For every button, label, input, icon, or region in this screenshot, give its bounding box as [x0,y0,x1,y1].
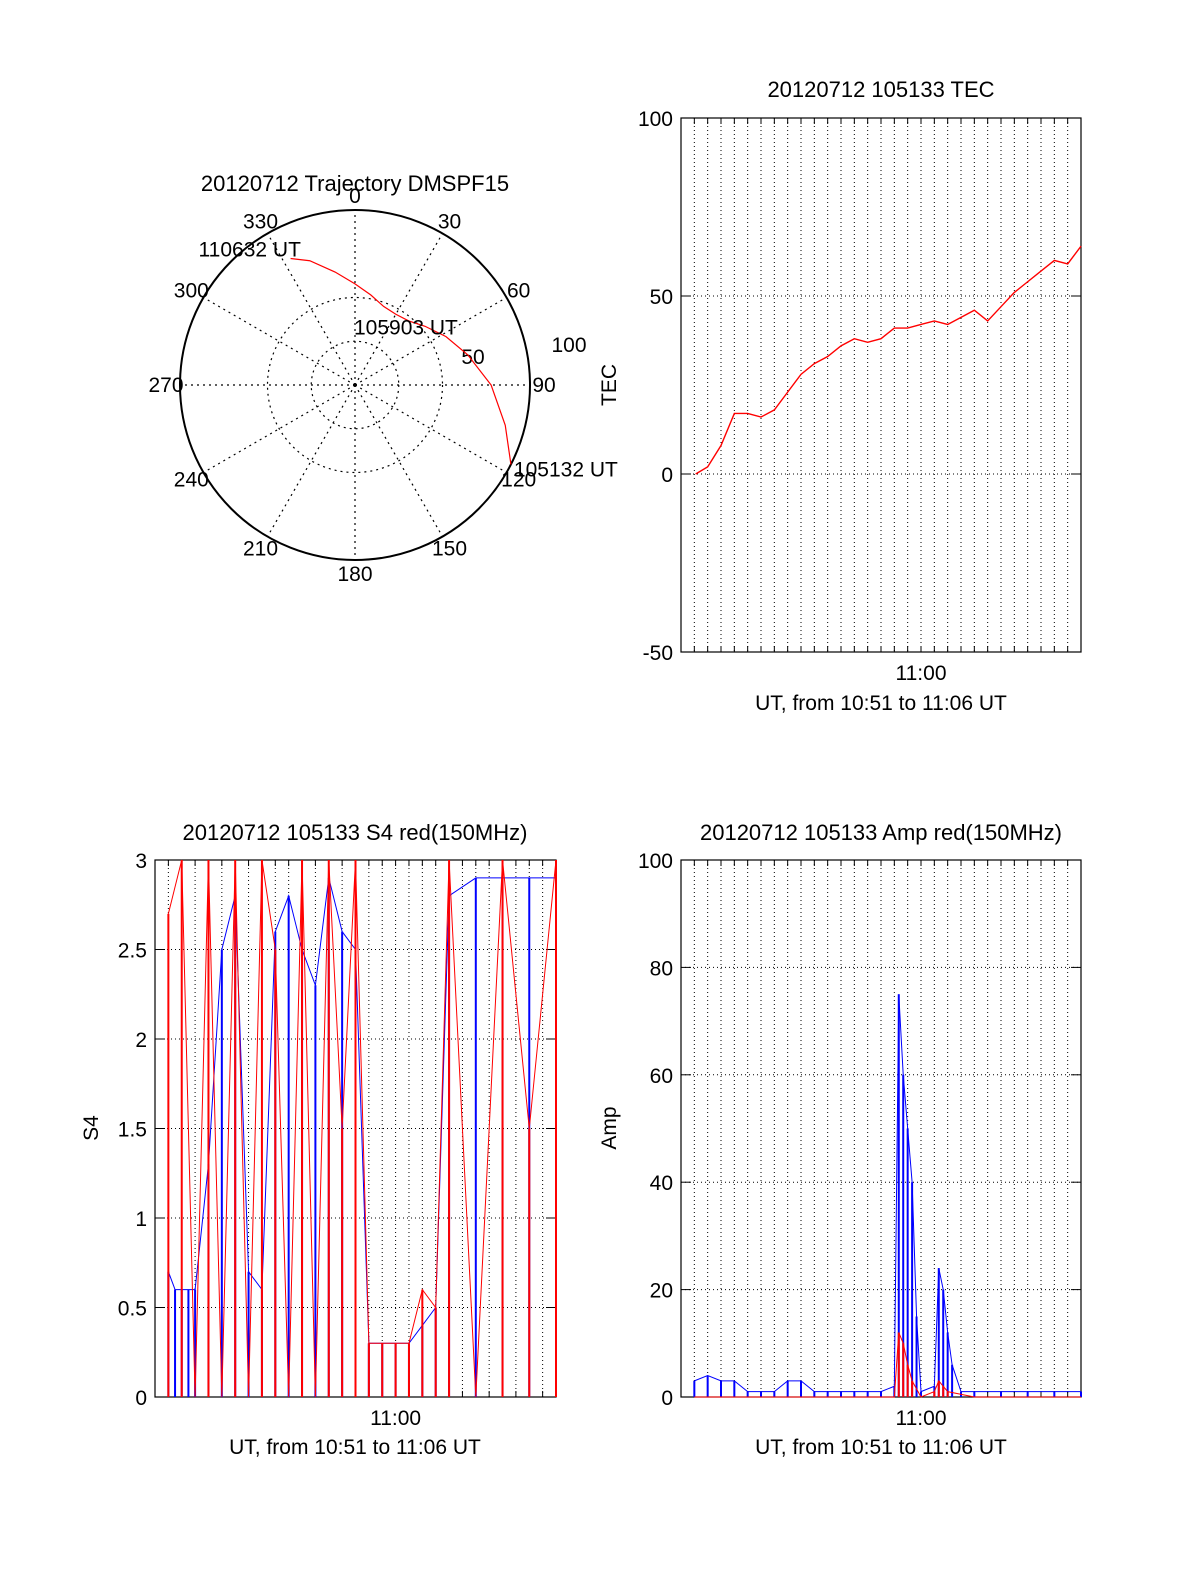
polar-ring-0 [266,296,444,474]
amp-ytick-label: 0 [661,1387,673,1410]
amp-ytick-label: 20 [650,1280,673,1303]
polar-angle-label: 240 [174,469,209,492]
polar-radial-label: 100 [551,334,586,357]
tec-xlabel: UT, from 10:51 to 11:06 UT [755,692,1007,715]
polar-angle-label: 30 [438,210,461,233]
tec-title: 20120712 105133 TEC [767,77,994,102]
polar-angle-label: 90 [532,374,555,397]
amp-title: 20120712 105133 Amp red(150MHz) [700,820,1062,845]
polar-angle-label: 330 [243,210,278,233]
polar-angle-label: 0 [349,185,361,208]
s4-series-line [167,859,557,1398]
polar-angle-label: 120 [501,469,536,492]
s4-ytick-label: 2.5 [118,940,147,963]
polar-angle-label: 270 [148,374,183,397]
amp-ytick-label: 100 [638,850,673,873]
s4-ytick-label: 0 [135,1387,147,1410]
polar-radial-label: 50 [461,346,484,369]
amp-ytick-label: 60 [650,1065,673,1088]
tec-ytick-label: 0 [661,464,673,487]
s4-ytick-label: 3 [135,850,147,873]
amp-series-line [694,1332,1081,1398]
polar-angle-label: 180 [337,563,372,586]
trajectory-time-label: 105132 UT [514,458,618,481]
s4-series-line [167,877,556,1344]
polar-spoke [266,233,356,386]
polar-spoke [203,296,356,386]
s4-panel: 20120712 105133 S4 red(150MHz) 0 0.5 1 1.5 2… [80,820,557,1459]
trajectory-title: 20120712 Trajectory DMSPF15 [201,171,509,196]
s4-ylabel: S4 [80,1115,103,1141]
polar-spoke [354,296,507,386]
tec-ytick-label: -50 [643,642,673,665]
polar-spoke [354,384,444,537]
s4-ytick-label: 1.5 [118,1119,147,1142]
amp-panel: 20120712 105133 Amp red(150MHz) 0 20 40 60 8… [598,820,1082,1459]
polar-spoke [354,233,444,386]
amp-axes: 0 20 40 60 80 100 11:00 [638,850,1082,1430]
tec-series [695,245,1082,475]
amp-xtick-label: 11:00 [896,1407,947,1430]
tec-panel: 20120712 105133 TEC -50 0 50 100 11:00 UT, f… [598,77,1082,715]
trajectory-line [290,257,512,465]
tec-series-line [695,245,1082,475]
tec-ylabel: TEC [598,364,621,406]
s4-ytick-label: 1 [135,1208,147,1231]
s4-ytick-label: 2 [135,1029,147,1052]
polar-series: 110632 UT 105903 UT 105132 UT [199,239,618,482]
tec-frame [680,117,1082,653]
polar-angle-label: 150 [432,538,467,561]
polar-grid: 0 30 60 90 120 150 180 210 240 270 300 330 50 100 [148,185,586,586]
polar-angle-label: 210 [243,538,278,561]
s4-xlabel: UT, from 10:51 to 11:06 UT [229,1436,481,1459]
amp-ytick-label: 80 [650,957,673,980]
s4-xtick-label: 11:00 [370,1407,421,1430]
trajectory-time-label: 110632 UT [199,239,302,262]
tec-ytick-label: 100 [638,108,673,131]
amp-ylabel: Amp [598,1106,621,1149]
tec-ytick-label: 50 [650,286,673,309]
tec-axes: -50 0 50 100 11:00 [638,108,1082,685]
polar-spoke [354,384,507,474]
amp-ytick-label: 40 [650,1172,673,1195]
tec-xtick-label: 11:00 [896,662,947,685]
trajectory-panel: 20120712 Trajectory DMSPF15 0 30 60 90 120 15… [148,171,618,586]
amp-series-line [694,994,1081,1393]
polar-angle-label: 300 [174,280,209,303]
s4-ytick-label: 0.5 [118,1298,147,1321]
s4-series [167,859,557,1398]
amp-series [693,994,1082,1398]
s4-title: 20120712 105133 S4 red(150MHz) [183,820,528,845]
polar-angle-label: 60 [507,280,530,303]
polar-spoke [266,384,356,537]
polar-spoke [203,384,356,474]
amp-xlabel: UT, from 10:51 to 11:06 UT [755,1436,1007,1459]
trajectory-time-label: 105903 UT [354,317,458,340]
